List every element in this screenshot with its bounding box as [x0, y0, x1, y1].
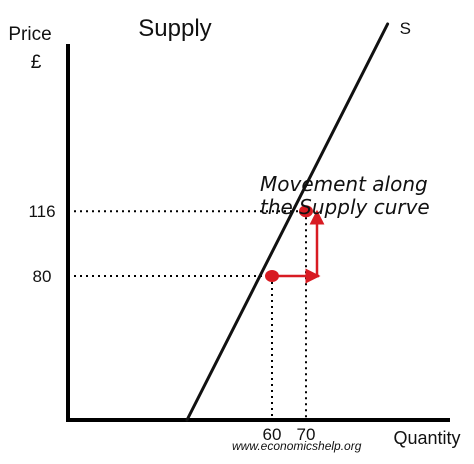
data-point-2 [299, 205, 313, 218]
guide-lines [68, 210, 307, 420]
y-axis-unit: £ [31, 52, 42, 73]
y-tick-label-1: 80 [33, 267, 52, 286]
chart-title: Supply [138, 15, 211, 42]
tick-labels: 60 70 80 116 [28, 202, 315, 444]
y-axis-label: Price [8, 24, 51, 45]
x-tick-label-1: 60 [263, 425, 282, 444]
annotation-line-2: the Supply curve [260, 195, 430, 219]
supply-curve-line [185, 22, 390, 422]
y-tick-label-2: 116 [28, 202, 55, 221]
x-tick-label-2: 70 [297, 425, 316, 444]
credit-text: www.economicshelp.org [232, 439, 362, 453]
data-point-1 [265, 270, 279, 282]
annotation-line-1: Movement along [260, 172, 428, 196]
points-layer [265, 205, 313, 282]
series-layer: S [185, 19, 411, 422]
series-label-1: S [400, 19, 411, 38]
movement-arrows [276, 209, 325, 284]
x-axis-label: Quantity [393, 428, 460, 448]
